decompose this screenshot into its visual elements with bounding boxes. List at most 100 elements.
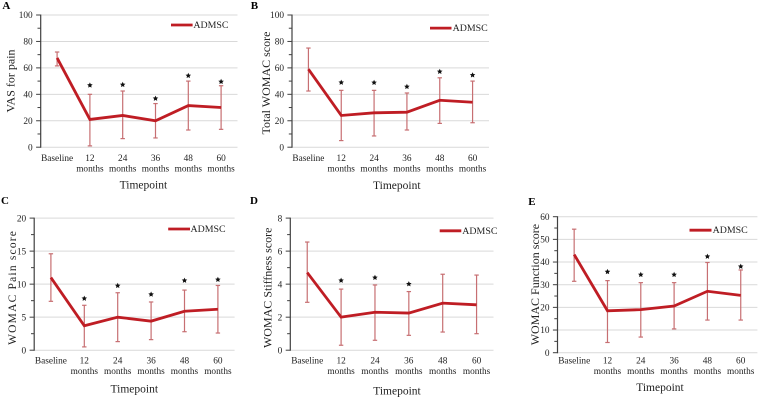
svg-text:months: months <box>459 165 487 175</box>
svg-text:12: 12 <box>85 154 95 164</box>
svg-text:20: 20 <box>17 214 27 224</box>
svg-text:ADMSC: ADMSC <box>713 225 749 236</box>
svg-text:36: 36 <box>404 357 414 367</box>
svg-text:30: 30 <box>540 281 550 291</box>
svg-text:Total WOMAC score: Total WOMAC score <box>259 32 273 135</box>
svg-text:0: 0 <box>545 349 550 359</box>
svg-text:months: months <box>142 165 170 175</box>
svg-text:months: months <box>207 165 235 175</box>
svg-text:months: months <box>429 367 457 377</box>
svg-text:WOMAC Function score: WOMAC Function score <box>528 224 542 345</box>
svg-text:months: months <box>171 367 199 377</box>
svg-text:months: months <box>660 367 688 377</box>
svg-text:48: 48 <box>703 357 713 367</box>
svg-text:40: 40 <box>275 91 285 101</box>
svg-text:0: 0 <box>22 346 27 356</box>
svg-text:D: D <box>250 195 258 207</box>
svg-text:36: 36 <box>402 154 412 164</box>
svg-text:WOMAC Stiffness score: WOMAC Stiffness score <box>261 228 275 348</box>
svg-text:36: 36 <box>146 357 156 367</box>
svg-text:60: 60 <box>213 357 223 367</box>
svg-text:ADMSC: ADMSC <box>462 226 498 237</box>
svg-text:months: months <box>175 165 203 175</box>
svg-text:B: B <box>251 0 259 12</box>
svg-text:months: months <box>71 367 99 377</box>
svg-text:12: 12 <box>336 357 346 367</box>
svg-text:24: 24 <box>370 357 380 367</box>
svg-text:months: months <box>137 367 165 377</box>
svg-text:months: months <box>627 367 655 377</box>
svg-text:Baseline: Baseline <box>292 154 324 164</box>
svg-text:12: 12 <box>603 357 613 367</box>
svg-text:20: 20 <box>23 117 33 127</box>
svg-text:ADMSC: ADMSC <box>453 23 489 34</box>
svg-text:48: 48 <box>438 357 448 367</box>
svg-text:months: months <box>395 367 423 377</box>
svg-text:4: 4 <box>278 280 283 290</box>
svg-text:months: months <box>328 165 356 175</box>
svg-text:60: 60 <box>275 64 285 74</box>
svg-text:24: 24 <box>113 357 123 367</box>
svg-text:months: months <box>361 367 389 377</box>
svg-text:2: 2 <box>278 313 283 323</box>
svg-text:40: 40 <box>23 91 33 101</box>
svg-text:48: 48 <box>435 154 445 164</box>
svg-text:C: C <box>1 195 9 207</box>
svg-text:months: months <box>426 165 454 175</box>
svg-text:months: months <box>594 367 622 377</box>
svg-text:24: 24 <box>369 154 379 164</box>
svg-text:ADMSC: ADMSC <box>191 224 227 235</box>
svg-text:Timepoint: Timepoint <box>373 180 421 192</box>
svg-text:months: months <box>393 165 421 175</box>
svg-text:12: 12 <box>80 357 90 367</box>
svg-text:20: 20 <box>540 304 550 314</box>
svg-text:24: 24 <box>636 357 646 367</box>
svg-text:months: months <box>694 367 722 377</box>
svg-text:Timepoint: Timepoint <box>120 180 168 192</box>
svg-text:20: 20 <box>275 117 285 127</box>
svg-text:WOMAC Pain score: WOMAC Pain score <box>7 230 19 345</box>
svg-text:100: 100 <box>270 11 284 21</box>
svg-text:36: 36 <box>669 357 679 367</box>
svg-text:months: months <box>109 165 137 175</box>
svg-text:8: 8 <box>278 214 283 224</box>
svg-text:60: 60 <box>736 357 746 367</box>
svg-text:80: 80 <box>275 38 285 48</box>
svg-text:12: 12 <box>337 154 347 164</box>
svg-text:6: 6 <box>278 247 283 257</box>
svg-text:Baseline: Baseline <box>41 154 73 164</box>
svg-text:0: 0 <box>279 143 284 153</box>
svg-text:Baseline: Baseline <box>35 357 67 367</box>
svg-text:5: 5 <box>22 313 27 323</box>
svg-text:40: 40 <box>540 258 550 268</box>
svg-text:36: 36 <box>151 154 161 164</box>
svg-text:0: 0 <box>28 143 33 153</box>
svg-text:months: months <box>104 367 132 377</box>
svg-text:100: 100 <box>19 11 33 21</box>
svg-text:80: 80 <box>23 38 33 48</box>
svg-text:months: months <box>204 367 232 377</box>
svg-text:Timepoint: Timepoint <box>111 384 159 396</box>
svg-text:10: 10 <box>17 280 27 290</box>
svg-text:months: months <box>727 367 755 377</box>
svg-text:60: 60 <box>540 213 550 223</box>
svg-text:24: 24 <box>118 154 128 164</box>
svg-text:60: 60 <box>216 154 226 164</box>
svg-text:60: 60 <box>468 154 478 164</box>
svg-text:10: 10 <box>540 326 550 336</box>
svg-text:60: 60 <box>472 357 482 367</box>
svg-text:48: 48 <box>184 154 194 164</box>
svg-text:months: months <box>360 165 388 175</box>
svg-text:months: months <box>76 165 104 175</box>
svg-text:60: 60 <box>23 64 33 74</box>
svg-text:48: 48 <box>180 357 190 367</box>
svg-text:months: months <box>463 367 491 377</box>
svg-text:Timepoint: Timepoint <box>636 382 684 394</box>
svg-text:15: 15 <box>17 247 27 257</box>
svg-text:Timepoint: Timepoint <box>373 386 421 398</box>
svg-text:Baseline: Baseline <box>558 357 590 367</box>
svg-text:months: months <box>327 367 355 377</box>
svg-text:0: 0 <box>278 346 283 356</box>
svg-text:Baseline: Baseline <box>291 357 323 367</box>
svg-text:E: E <box>528 196 535 208</box>
